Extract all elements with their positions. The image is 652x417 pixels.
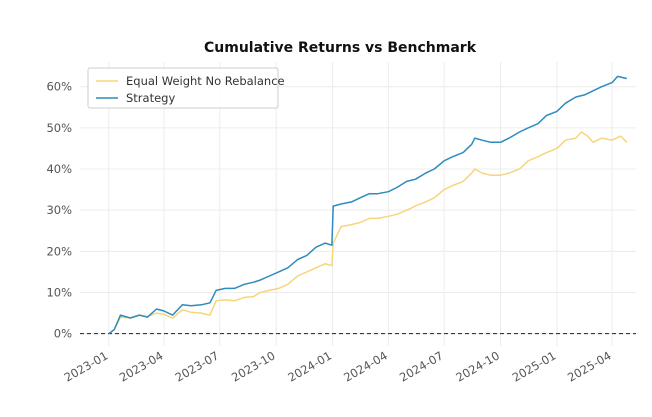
y-tick-label: 10% [46, 285, 72, 299]
x-tick-label: 2024-01 [285, 348, 334, 384]
x-tick-label: 2023-07 [173, 348, 222, 384]
y-tick-label: 50% [46, 121, 72, 135]
y-tick-label: 60% [46, 80, 72, 94]
y-tick-label: 40% [46, 162, 72, 176]
x-tick-label: 2023-04 [117, 348, 166, 384]
legend-label: Equal Weight No Rebalance [126, 74, 285, 88]
y-tick-label: 20% [46, 244, 72, 258]
series-line [108, 75, 627, 335]
x-tick-label: 2024-04 [341, 348, 390, 384]
x-tick-label: 2025-01 [510, 348, 559, 384]
x-tick-label: 2025-04 [565, 348, 614, 384]
legend: Equal Weight No Rebalance Strategy [87, 67, 285, 109]
x-tick-label: 2023-10 [229, 348, 278, 384]
y-tick-label: 0% [54, 327, 72, 341]
y-tick-label: 30% [46, 203, 72, 217]
series-line [108, 131, 628, 335]
legend-box [87, 67, 279, 109]
series-lines [108, 75, 628, 335]
grid-lines [80, 62, 636, 346]
chart-title: Cumulative Returns vs Benchmark [204, 40, 477, 56]
x-tick-label: 2024-07 [397, 348, 446, 384]
axes: 0% 10% 20% 30% 40% 50% 60% 2023-01 2023-04 2023-0… [46, 80, 636, 385]
x-tick-label: 2023-01 [62, 348, 111, 384]
legend-label: Strategy [126, 91, 175, 105]
x-tick-label: 2024-10 [453, 348, 502, 384]
